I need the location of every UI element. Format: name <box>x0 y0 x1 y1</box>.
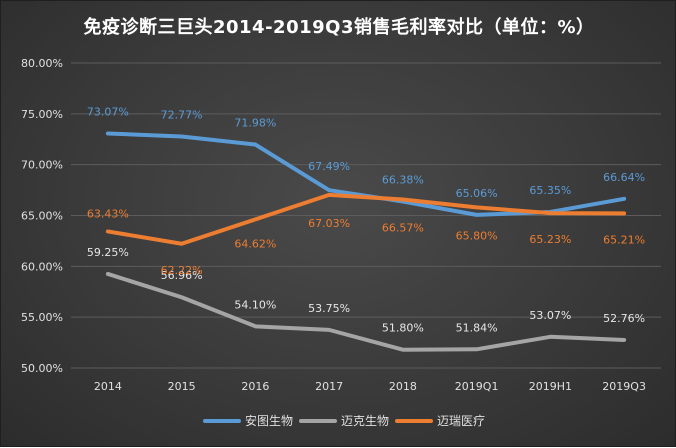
data-label: 51.84% <box>456 321 498 334</box>
data-label: 59.25% <box>87 246 129 259</box>
y-tick-label: 55.00% <box>21 311 63 324</box>
data-point <box>622 211 626 215</box>
data-label: 72.77% <box>161 109 203 122</box>
data-label: 62.22% <box>161 264 203 277</box>
y-tick-label: 80.00% <box>21 57 63 70</box>
data-point <box>253 324 257 328</box>
data-label: 65.06% <box>456 187 498 200</box>
legend-label: 安图生物 <box>245 413 293 428</box>
data-label: 73.07% <box>87 105 129 118</box>
data-label: 67.03% <box>308 217 350 230</box>
data-label: 51.80% <box>382 322 424 335</box>
series-line <box>105 131 627 217</box>
data-label: 65.80% <box>456 229 498 242</box>
data-point <box>253 143 257 147</box>
series-line <box>105 192 627 246</box>
y-tick-label: 70.00% <box>21 159 63 172</box>
data-label: 56.96% <box>161 269 203 282</box>
data-point <box>548 335 552 339</box>
data-point <box>401 348 405 352</box>
data-point <box>180 295 184 299</box>
x-tick-label: 2019Q1 <box>455 380 499 393</box>
data-label: 66.64% <box>603 171 645 184</box>
data-label: 53.07% <box>529 309 571 322</box>
x-tick-label: 2018 <box>389 380 417 393</box>
x-tick-label: 2017 <box>315 380 343 393</box>
chart-title: 免疫诊断三巨头2014-2019Q3销售毛利率对比（单位：%） <box>83 17 595 38</box>
data-label: 64.62% <box>234 237 276 250</box>
y-tick-label: 75.00% <box>21 108 63 121</box>
data-point <box>475 205 479 209</box>
data-point <box>327 188 331 192</box>
data-label: 71.98% <box>234 117 276 130</box>
data-label: 65.35% <box>529 184 571 197</box>
data-label: 52.76% <box>603 312 645 325</box>
x-tick-label: 2014 <box>94 380 122 393</box>
x-tick-label: 2019H1 <box>529 380 572 393</box>
data-point <box>180 242 184 246</box>
x-tick-label: 2015 <box>168 380 196 393</box>
data-label: 66.38% <box>382 173 424 186</box>
data-point <box>106 272 110 276</box>
data-label: 67.49% <box>308 160 350 173</box>
data-point <box>622 338 626 342</box>
data-point <box>622 197 626 201</box>
data-point <box>475 347 479 351</box>
data-point <box>327 193 331 197</box>
data-label: 65.21% <box>603 233 645 246</box>
data-point <box>106 131 110 135</box>
data-point <box>475 213 479 217</box>
data-point <box>253 217 257 221</box>
y-tick-label: 65.00% <box>21 210 63 223</box>
series-line <box>105 271 627 352</box>
legend-label: 迈瑞医疗 <box>437 414 485 428</box>
data-point <box>106 229 110 233</box>
data-label: 63.43% <box>87 207 129 220</box>
data-label: 53.75% <box>308 302 350 315</box>
y-tick-label: 60.00% <box>21 260 63 273</box>
data-point <box>548 211 552 215</box>
data-label: 54.10% <box>234 298 276 311</box>
y-tick-label: 50.00% <box>21 362 63 375</box>
data-label: 65.23% <box>529 233 571 246</box>
x-tick-label: 2019Q3 <box>602 380 646 393</box>
data-point <box>180 135 184 139</box>
legend-label: 迈克生物 <box>341 414 389 428</box>
x-tick-label: 2016 <box>241 380 269 393</box>
data-point <box>327 328 331 332</box>
data-point <box>401 198 405 202</box>
data-label: 66.57% <box>382 222 424 235</box>
